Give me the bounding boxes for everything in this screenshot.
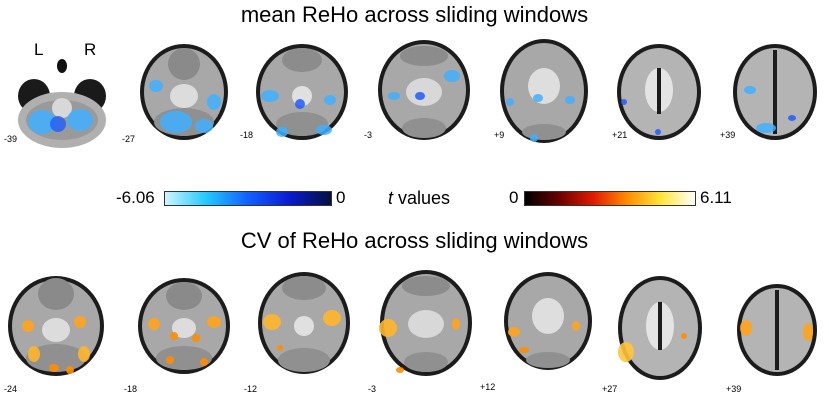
- slice-coordinate: -18: [124, 384, 138, 394]
- slice-coordinate: +21: [612, 130, 628, 140]
- positive-max-label: 6.11: [700, 188, 732, 207]
- bottom-title: CV of ReHo across sliding windows: [240, 228, 589, 253]
- brain-slice-top-1: [6, 54, 106, 154]
- brain-slice-top-6: [614, 40, 704, 144]
- slice-coordinate: -3: [368, 384, 377, 394]
- slice-coordinate: -18: [240, 130, 254, 140]
- positive-min-label: 0: [509, 188, 519, 207]
- values-text: values: [393, 188, 451, 208]
- left-orientation-label: L: [34, 40, 44, 59]
- brain-slice-bottom-4: [376, 266, 476, 380]
- brain-slice-top-3: [252, 40, 352, 144]
- slice-coordinate: -27: [122, 134, 136, 144]
- slice-coordinate: +9: [494, 130, 505, 140]
- brain-slice-bottom-7: [734, 280, 820, 380]
- slice-coordinate: +39: [726, 384, 742, 394]
- slice-coordinate: -24: [4, 384, 18, 394]
- slice-coordinate: -12: [244, 384, 258, 394]
- t-values-label: t values: [388, 188, 450, 209]
- negative-max-label: 0: [336, 188, 346, 207]
- negative-colorbar: [164, 191, 332, 206]
- right-orientation-label: R: [84, 40, 97, 59]
- slice-coordinate: -39: [4, 134, 18, 144]
- bottom-slice-row: -24 -18 -12: [0, 264, 829, 394]
- negative-min-label: -6.06: [116, 188, 155, 207]
- brain-slice-top-4: [374, 36, 474, 144]
- slice-coordinate: +27: [602, 384, 618, 394]
- brain-slice-bottom-6: [614, 272, 706, 384]
- positive-colorbar: [524, 191, 696, 206]
- brain-slice-top-7: [730, 40, 820, 144]
- slice-coordinate: -3: [364, 130, 373, 140]
- slice-coordinate: +39: [720, 130, 736, 140]
- brain-slice-bottom-1: [4, 270, 108, 380]
- brain-slice-bottom-3: [254, 268, 354, 378]
- brain-slice-top-5: [496, 36, 592, 146]
- brain-slice-bottom-5: [500, 268, 596, 374]
- slice-coordinate: +12: [480, 382, 496, 392]
- top-title: mean ReHo across sliding windows: [240, 2, 589, 27]
- brain-slice-top-2: [134, 40, 234, 144]
- top-slice-row: L R -39 -27: [0, 36, 829, 166]
- brain-slice-bottom-2: [134, 274, 234, 378]
- t-symbol: t: [388, 188, 394, 208]
